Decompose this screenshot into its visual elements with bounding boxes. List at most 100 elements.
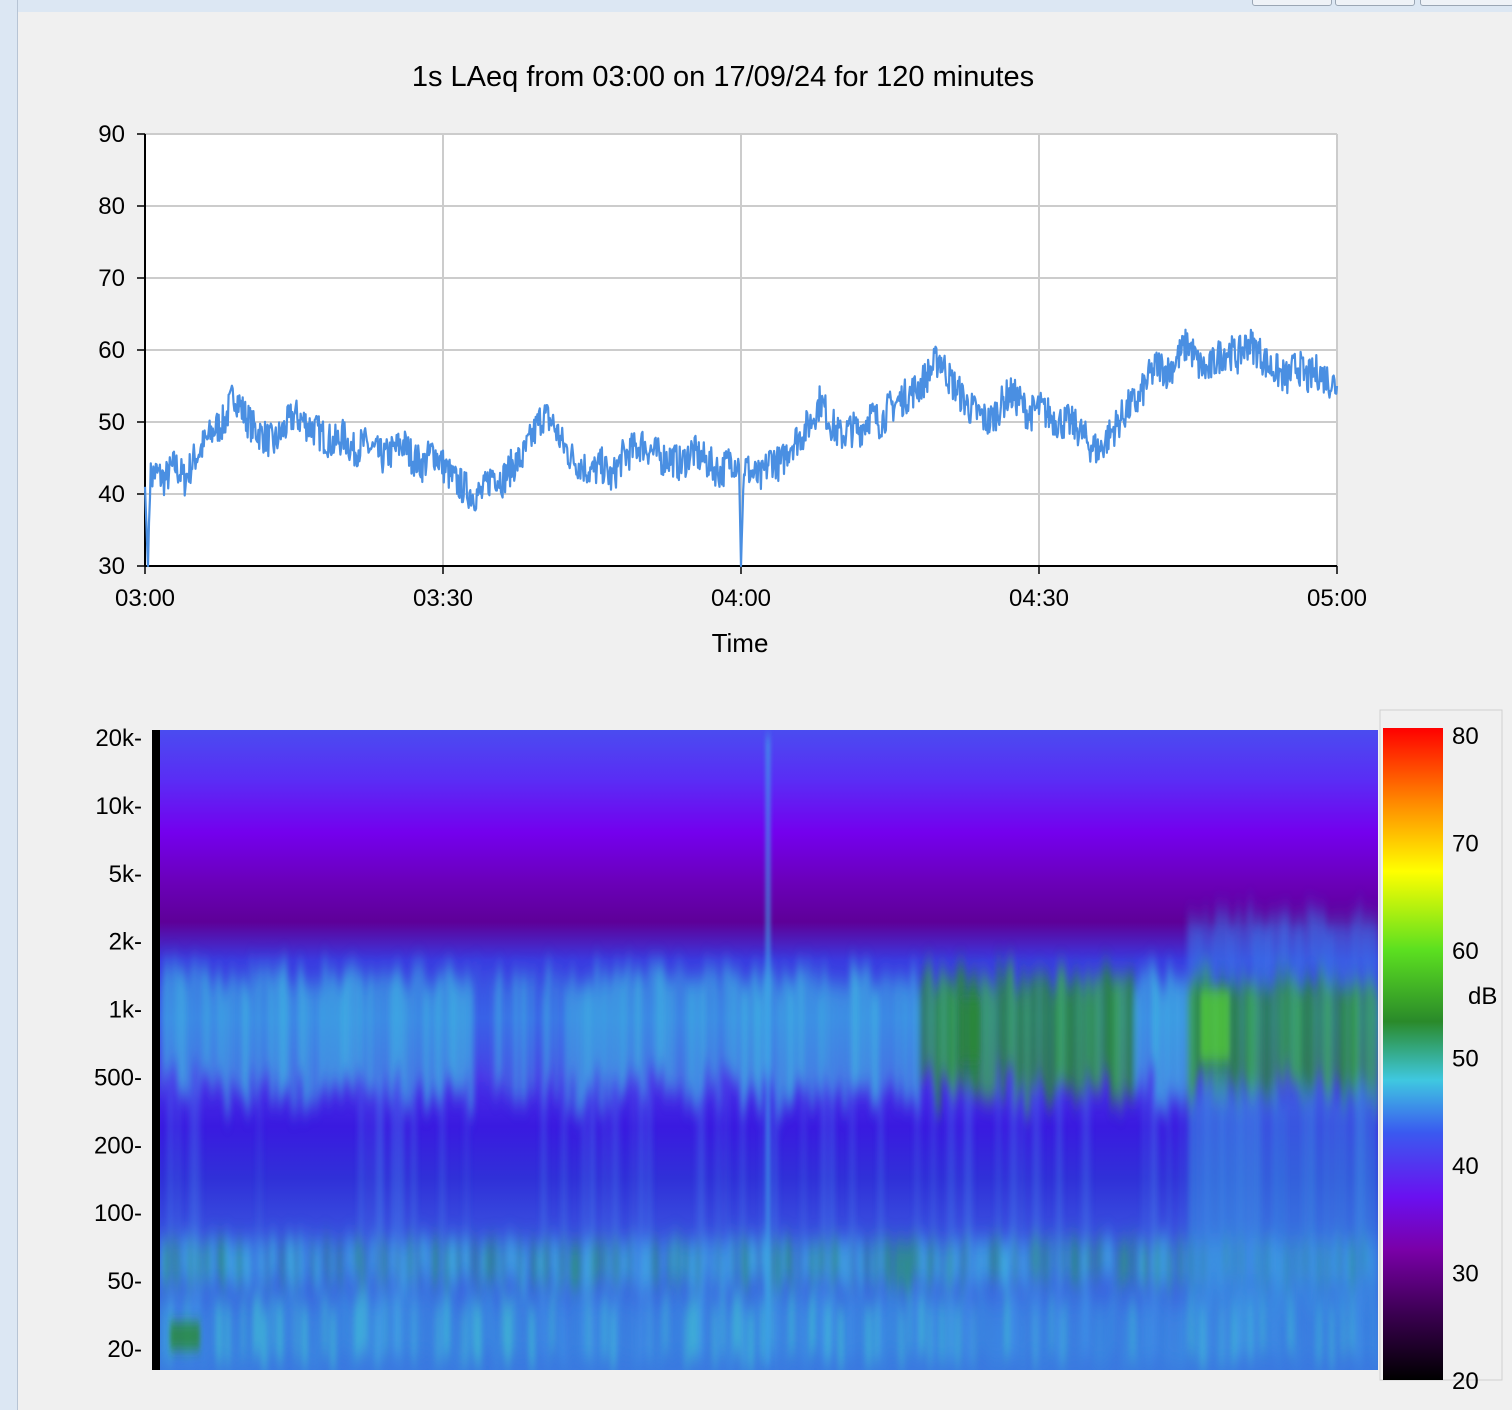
x-tick-label: 05:00 <box>1307 585 1367 612</box>
streak <box>379 1080 383 1360</box>
streak <box>188 1080 192 1360</box>
streak <box>176 1080 180 1360</box>
spectrogram <box>152 730 1379 1370</box>
frequency-tick-label: 20- <box>107 1336 142 1363</box>
streak <box>192 1080 196 1360</box>
band-upper <box>1374 918 1379 978</box>
colorbar-tick-label: 70 <box>1452 831 1479 858</box>
streak <box>611 1080 615 1360</box>
y-tick-label: 80 <box>98 193 125 220</box>
streak <box>948 1080 952 1360</box>
streak <box>391 1080 395 1360</box>
streak <box>700 1080 704 1360</box>
frequency-tick-labels: 20k- 10k- 5k- 2k- 1k- 500- 200- 100- 50- 20- <box>94 725 142 1363</box>
streak <box>582 1080 586 1360</box>
streak <box>168 1080 172 1360</box>
colorbar-tick-label: 60 <box>1452 938 1479 965</box>
streak <box>1037 1080 1041 1360</box>
frequency-tick-label: 10k- <box>95 793 142 820</box>
streak <box>1021 1080 1025 1360</box>
colorbar-tick-label: 30 <box>1452 1261 1479 1288</box>
streak <box>375 1080 379 1360</box>
frequency-tick-label: 50- <box>107 1268 142 1295</box>
streak <box>964 1080 968 1360</box>
y-tick-label: 40 <box>98 481 125 508</box>
chart-title: 1s LAeq from 03:00 on 17/09/24 for 120 m… <box>412 61 1034 93</box>
streak <box>603 1080 607 1360</box>
streak <box>257 1080 261 1360</box>
spectrogram-left-bar <box>152 730 160 1370</box>
streak <box>1009 1080 1013 1360</box>
streak <box>801 1080 805 1360</box>
low-spot <box>170 1322 200 1350</box>
band-late <box>1374 1087 1379 1307</box>
x-tick-label: 04:30 <box>1009 585 1069 612</box>
y-tick-labels: 90 80 70 60 50 40 30 <box>98 121 125 580</box>
streak <box>1155 1080 1159 1360</box>
streak <box>359 1080 363 1360</box>
y-tick-label: 60 <box>98 337 125 364</box>
x-tick-label: 03:00 <box>115 585 175 612</box>
colorbar <box>1383 728 1443 1380</box>
colorbar-tick-label: 50 <box>1452 1046 1479 1073</box>
streak <box>822 1080 826 1360</box>
streak <box>367 1080 371 1360</box>
streak <box>716 1080 720 1360</box>
streak <box>197 1080 201 1360</box>
streak <box>542 1080 546 1360</box>
streak <box>996 1080 1000 1360</box>
streak <box>562 1080 566 1360</box>
streak <box>952 1080 956 1360</box>
streak <box>395 1080 399 1360</box>
streak <box>400 1080 404 1360</box>
streak <box>1057 1080 1061 1360</box>
streak <box>1143 1080 1147 1360</box>
streak <box>590 1080 594 1360</box>
band-bottom <box>1374 1306 1379 1366</box>
x-tick-labels: 03:00 03:30 04:00 04:30 05:00 <box>115 585 1367 612</box>
peak-spot <box>1200 990 1230 1060</box>
frequency-tick-label: 20k- <box>95 725 142 752</box>
frequency-tick-label: 1k- <box>109 997 142 1024</box>
streak <box>639 1080 643 1360</box>
x-tick-label: 03:30 <box>413 585 473 612</box>
peak-spot <box>960 1000 980 1060</box>
streak <box>879 1080 883 1360</box>
frequency-tick-label: 5k- <box>109 861 142 888</box>
streak <box>1086 1080 1090 1360</box>
streak <box>931 1080 935 1360</box>
streak <box>465 1080 469 1360</box>
streak <box>412 1080 416 1360</box>
streak <box>440 1080 444 1360</box>
frequency-tick-label: 100- <box>94 1200 142 1227</box>
x-axis-label: Time <box>712 628 769 658</box>
streak <box>724 1080 728 1360</box>
colorbar-tick-label: 20 <box>1452 1368 1479 1395</box>
y-tick-label: 30 <box>98 553 125 580</box>
frequency-tick-label: 200- <box>94 1132 142 1159</box>
streak <box>915 1080 919 1360</box>
streak <box>1167 1080 1171 1360</box>
streak <box>647 1080 651 1360</box>
colorbar-tick-label: 80 <box>1452 723 1479 750</box>
streak <box>631 1080 635 1360</box>
y-tick-label: 70 <box>98 265 125 292</box>
y-tick-label: 90 <box>98 121 125 148</box>
streak <box>1151 1080 1155 1360</box>
colorbar-tick-label: 40 <box>1452 1153 1479 1180</box>
streak <box>1082 1080 1086 1360</box>
streak <box>850 1080 854 1360</box>
streak <box>1033 1080 1037 1360</box>
streak <box>1013 1080 1017 1360</box>
frequency-tick-label: 2k- <box>109 929 142 956</box>
streak <box>830 1080 834 1360</box>
streak <box>615 1080 619 1360</box>
streak <box>761 1080 765 1360</box>
streak <box>696 1080 700 1360</box>
streak <box>773 1080 777 1360</box>
y-tick-label: 50 <box>98 409 125 436</box>
x-tick-label: 04:00 <box>711 585 771 612</box>
streak <box>968 1080 972 1360</box>
streak <box>741 1080 745 1360</box>
